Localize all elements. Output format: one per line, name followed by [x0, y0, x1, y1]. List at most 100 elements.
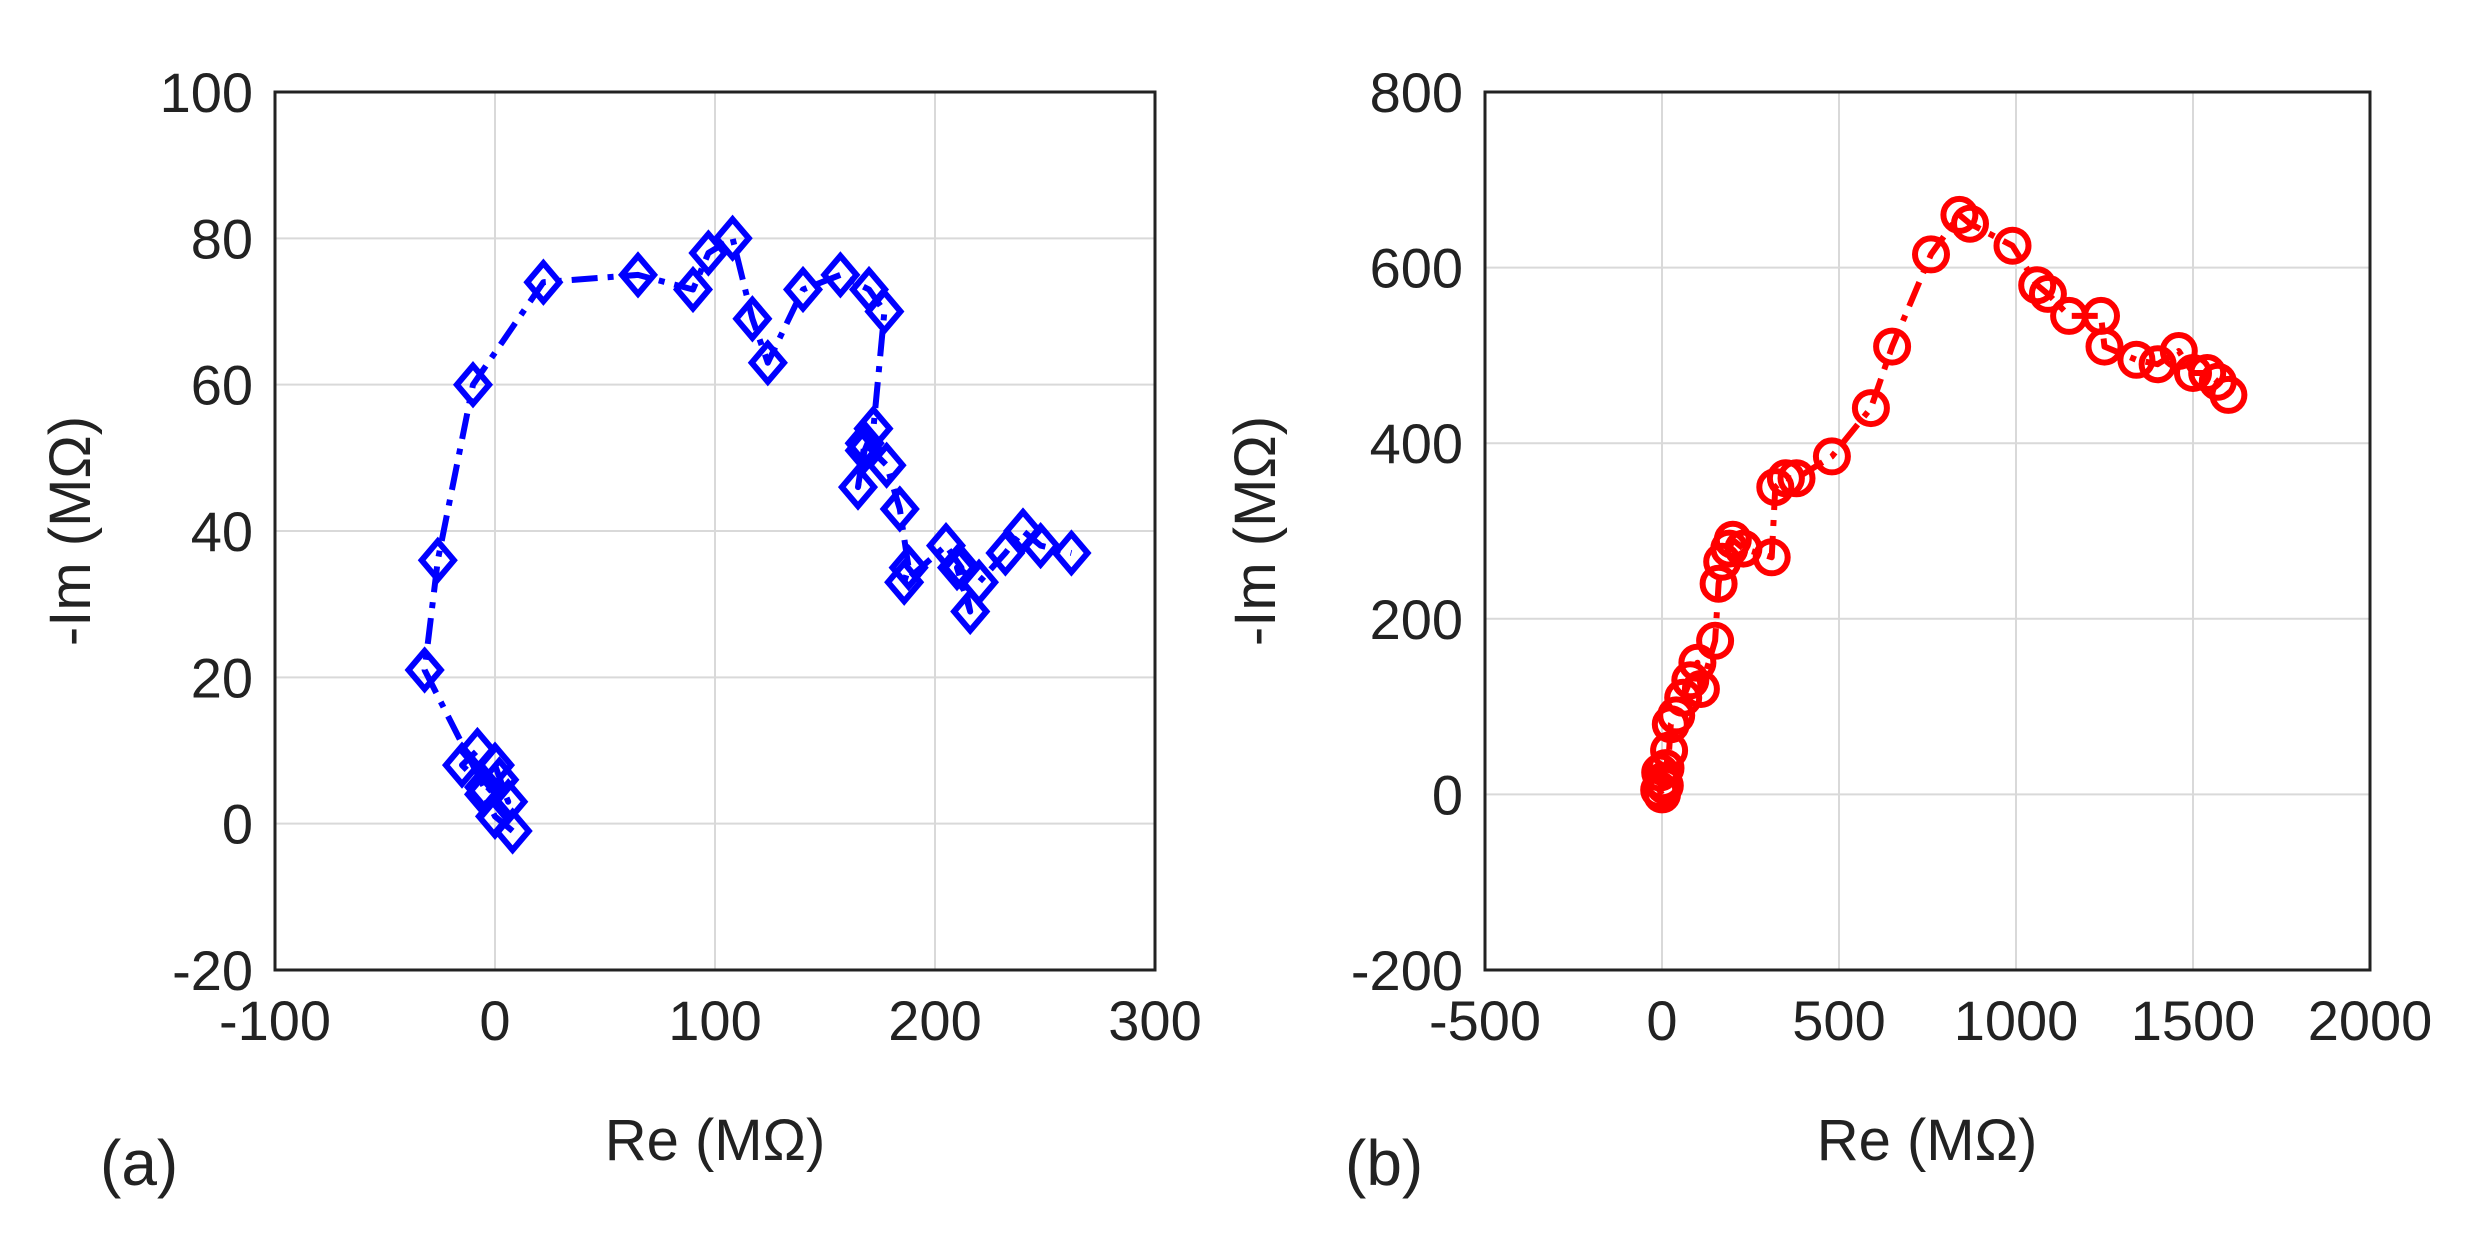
x-tick-label: 1000	[1954, 989, 2079, 1052]
x-tick-labels: -500 0 500 1000 1500 2000	[1429, 989, 2432, 1052]
series-line	[1656, 211, 2231, 797]
diamond-marker	[820, 251, 861, 299]
circle-marker	[1940, 195, 1979, 234]
y-tick-label: 0	[222, 793, 253, 856]
diamond-marker	[985, 529, 1026, 577]
chart-panel-a: -100 0 100 200 300 -20 0 20 40 60 80 100 Re (MΩ) -…	[38, 61, 1202, 1199]
grid-lines	[274, 91, 1156, 971]
diamond-marker	[404, 646, 445, 694]
diamond-marker	[488, 778, 529, 826]
data-series	[404, 214, 1092, 855]
circle-marker	[2018, 266, 2057, 305]
circle-marker	[2188, 354, 2227, 392]
x-axis-title: Re (MΩ)	[605, 1108, 826, 1173]
y-tick-label: 400	[1370, 412, 1463, 475]
y-tick-label: 100	[160, 61, 253, 124]
circle-marker	[1912, 235, 1950, 274]
diamond-marker	[617, 251, 659, 299]
diamond-marker	[1002, 507, 1044, 555]
y-tick-label: 80	[191, 207, 253, 270]
diamond-marker	[941, 543, 982, 592]
x-tick-label: 0	[479, 989, 510, 1052]
diamond-marker	[452, 361, 494, 409]
circle-marker	[2028, 274, 2067, 313]
x-tick-label: -500	[1429, 989, 1541, 1052]
y-tick-label: 600	[1370, 237, 1463, 300]
grid-lines	[1484, 91, 2371, 971]
circle-marker	[1951, 204, 1989, 243]
y-tick-label: 200	[1370, 588, 1463, 651]
diamond-marker	[958, 558, 1000, 606]
diamond-marker	[936, 543, 978, 592]
y-tick-label: -20	[172, 939, 253, 1002]
diamond-marker	[672, 265, 714, 314]
circle-marker	[1756, 468, 1795, 507]
y-tick-labels: -20 0 20 40 60 80 100	[160, 61, 253, 1002]
y-tick-label: 20	[191, 646, 253, 709]
panel-label: (a)	[100, 1127, 178, 1199]
circle-marker	[1752, 538, 1791, 577]
circle-marker	[1873, 327, 1912, 366]
diamond-marker	[747, 339, 788, 387]
x-tick-labels: -100 0 100 200 300	[219, 989, 1202, 1052]
x-tick-label: 0	[1646, 989, 1677, 1052]
x-tick-label: 100	[668, 989, 761, 1052]
y-tick-labels: -200 0 200 400 600 800	[1351, 61, 1463, 1002]
diamond-marker	[732, 295, 773, 343]
y-tick-label: -200	[1351, 939, 1463, 1002]
circle-marker	[2117, 340, 2156, 379]
circle-marker	[1657, 696, 1696, 735]
plot-frame	[1483, 90, 2372, 972]
circle-marker	[1777, 459, 1816, 498]
diamond-marker	[864, 287, 905, 336]
plot-frame	[273, 90, 1157, 972]
diamond-marker	[879, 485, 920, 533]
x-tick-label: 500	[1792, 989, 1885, 1052]
diamond-marker	[1020, 521, 1061, 570]
y-tick-label: 0	[1432, 763, 1463, 826]
diamond-marker	[1051, 529, 1092, 577]
y-tick-label: 800	[1370, 61, 1463, 124]
circle-marker	[2085, 327, 2124, 366]
circle-marker	[1713, 520, 1752, 559]
circle-marker	[1851, 389, 1890, 428]
circle-marker	[1766, 459, 1805, 498]
diamond-marker	[417, 536, 458, 584]
data-series	[1640, 195, 2248, 814]
y-axis-title: -Im (MΩ)	[38, 416, 103, 646]
circle-marker	[1650, 731, 1689, 770]
diamond-marker	[837, 463, 879, 511]
circle-marker	[2174, 354, 2212, 392]
diamond-marker	[844, 426, 885, 475]
x-tick-label: 300	[1108, 989, 1201, 1052]
y-axis-title: -Im (MΩ)	[1223, 416, 1288, 646]
circle-marker	[1812, 437, 1851, 476]
x-tick-label: 1500	[2131, 989, 2256, 1052]
panel-label: (b)	[1345, 1127, 1423, 1199]
diamond-marker	[782, 265, 824, 314]
x-tick-label: 2000	[2308, 989, 2433, 1052]
y-tick-label: 40	[191, 500, 253, 563]
circle-marker	[1671, 661, 1710, 700]
chart-panel-b: -500 0 500 1000 1500 2000 -200 0 200 400 600 800 R…	[1223, 61, 2432, 1199]
diamond-marker	[463, 763, 505, 811]
circle-marker	[1664, 678, 1703, 717]
circle-marker	[2209, 375, 2248, 414]
circle-marker	[1993, 226, 2032, 265]
x-axis-title: Re (MΩ)	[1817, 1108, 2038, 1173]
diamond-marker	[950, 587, 991, 636]
diamond-marker	[441, 741, 483, 789]
diamond-marker	[712, 214, 753, 262]
diamond-marker	[688, 229, 729, 277]
circle-marker	[1646, 749, 1685, 788]
diamond-marker	[888, 543, 929, 592]
circle-marker	[1681, 670, 1720, 708]
diamond-marker	[866, 441, 907, 489]
diamond-marker	[884, 558, 925, 606]
y-tick-label: 60	[191, 354, 253, 417]
series-line	[421, 235, 1073, 834]
x-tick-label: -100	[219, 989, 331, 1052]
x-tick-label: 200	[888, 989, 981, 1052]
diamond-marker	[523, 258, 564, 306]
